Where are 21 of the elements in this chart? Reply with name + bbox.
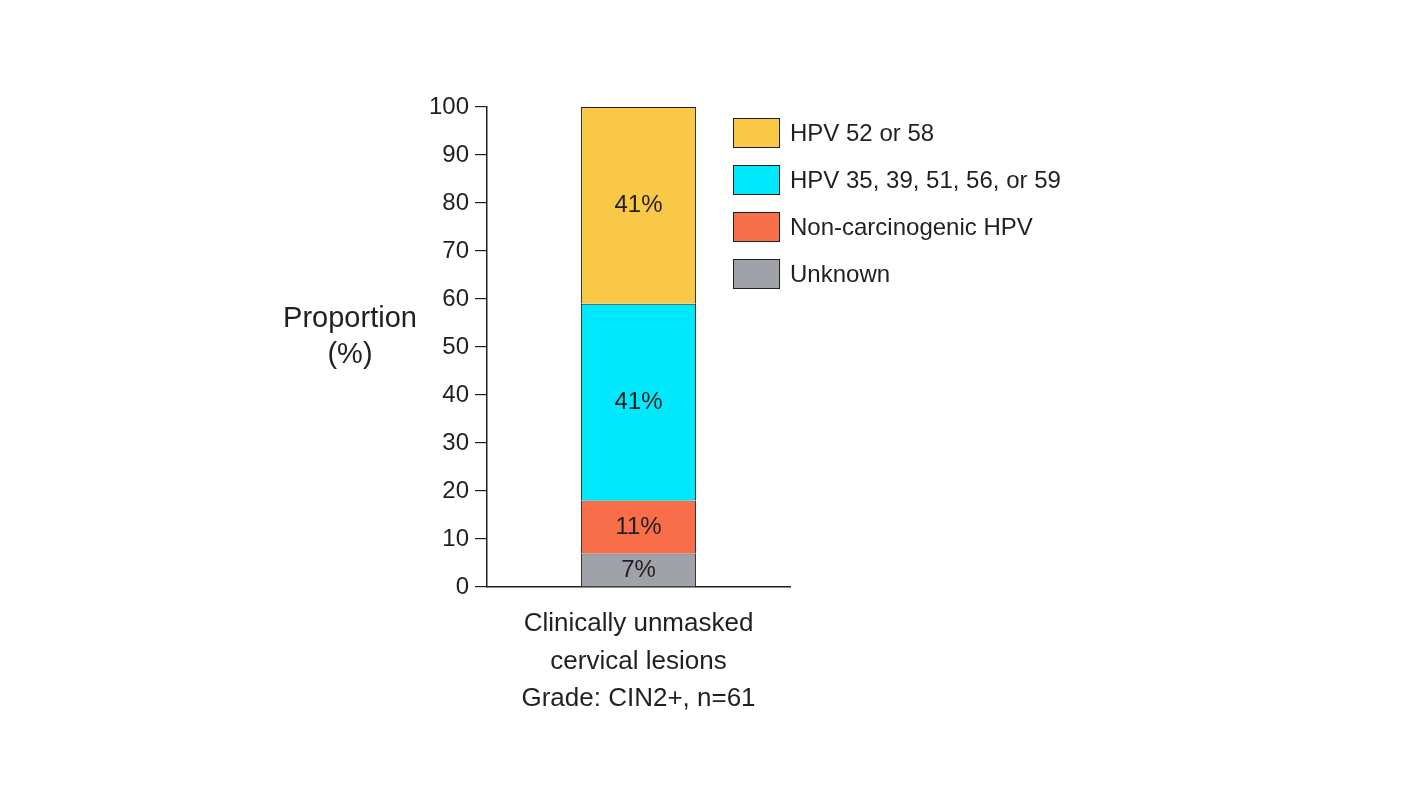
y-tick-label: 40 (442, 379, 469, 407)
y-axis-title: Proportion (%) (282, 300, 418, 371)
data-label: 7% (621, 554, 656, 582)
legend-label: Unknown (790, 259, 891, 289)
y-tick-label: 90 (442, 139, 469, 167)
y-tick-label: 10 (442, 523, 469, 551)
y-tick-label: 30 (442, 427, 469, 455)
x-tick-label: Clinically unmasked cervical lesions Grade: CIN2+, n=61 (521, 607, 756, 713)
data-label: 41% (614, 386, 663, 414)
y-tick-label: 0 (455, 571, 469, 599)
legend-label: Non-carcinogenic HPV (790, 212, 1033, 242)
y-tick-label: 50 (442, 331, 469, 359)
y-tick-label: 60 (442, 283, 469, 311)
y-tick-label: 20 (442, 475, 469, 503)
data-label: 11% (615, 511, 662, 539)
y-tick-label: 80 (442, 187, 469, 215)
data-label: 41% (614, 190, 663, 218)
text: HPV 35, 39, 51, 56, or 59 (790, 165, 1061, 195)
y-tick-label: 70 (442, 235, 469, 263)
y-tick-label: 100 (428, 91, 469, 119)
legend-label: HPV 52 or 58 (790, 118, 935, 148)
